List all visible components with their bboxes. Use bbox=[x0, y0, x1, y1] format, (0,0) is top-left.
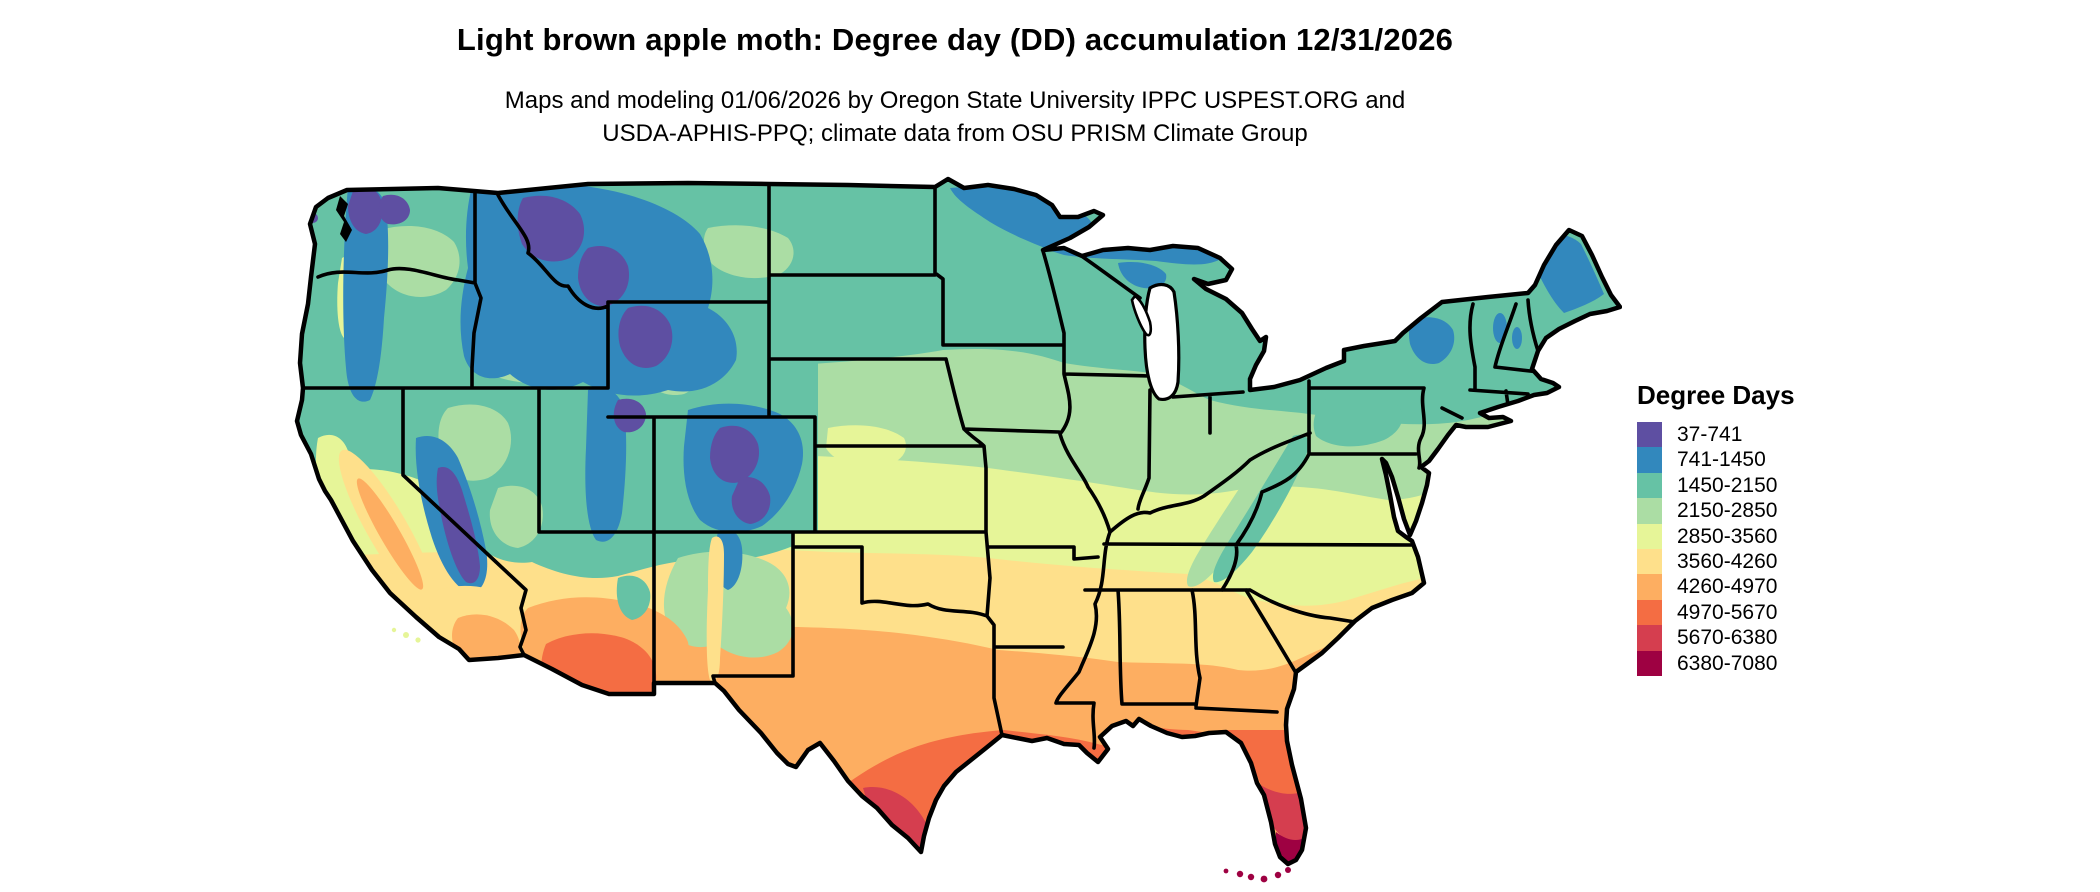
legend-item: 5670-6380 bbox=[1637, 625, 1795, 651]
legend-title: Degree Days bbox=[1637, 380, 1795, 410]
montana-purple-2 bbox=[578, 246, 630, 307]
arizona-hot-core bbox=[541, 633, 657, 732]
montana-east-green bbox=[703, 225, 794, 279]
florida-keys bbox=[1223, 867, 1291, 883]
colorado-purple-2 bbox=[731, 476, 771, 524]
legend-item: 2150-2850 bbox=[1637, 498, 1795, 524]
legend: Degree Days 37-741 741-1450 1450-2150 2150-… bbox=[1637, 380, 1795, 676]
north-wisconsin-blue bbox=[1118, 262, 1167, 289]
map-raster-fill bbox=[297, 179, 1620, 864]
florida-5670-6380 bbox=[1256, 782, 1306, 841]
green-bay bbox=[1130, 294, 1153, 337]
legend-item: 3560-4260 bbox=[1637, 548, 1795, 575]
white-mountains-blue bbox=[1512, 327, 1522, 349]
legend-swatch bbox=[1637, 548, 1662, 575]
california-coast-green bbox=[315, 434, 410, 656]
legend-item: 1450-2150 bbox=[1637, 472, 1795, 499]
us-outline bbox=[294, 176, 1622, 867]
mogollon-teal bbox=[616, 575, 651, 620]
legend-swatch bbox=[1637, 447, 1662, 473]
legend-item: 4260-4970 bbox=[1637, 574, 1795, 600]
subtitle-line-1: Maps and modeling 01/06/2026 by Oregon S… bbox=[504, 87, 1406, 114]
legend-item-label: 4970-5670 bbox=[1677, 600, 1778, 624]
legend-item-label: 2150-2850 bbox=[1677, 499, 1778, 523]
legend-swatch bbox=[1637, 523, 1662, 549]
adirondacks-blue bbox=[1408, 317, 1455, 365]
appalachian-green-sliver bbox=[1186, 436, 1288, 587]
legend-item-label: 5670-6380 bbox=[1677, 626, 1778, 650]
page-title: Light brown apple moth: Degree day (DD) … bbox=[456, 22, 1454, 57]
nevada-basin-2 bbox=[489, 485, 543, 548]
yellowstone-purple bbox=[618, 305, 673, 368]
legend-swatch bbox=[1637, 574, 1662, 600]
lake-michigan bbox=[1143, 282, 1181, 402]
arizona-hotspot-1 bbox=[555, 685, 573, 703]
legend-item: 4970-5670 bbox=[1637, 599, 1795, 626]
legend-item-label: 1450-2150 bbox=[1677, 473, 1778, 497]
legend-item: 37-741 bbox=[1637, 422, 1795, 448]
rio-grande-valley-strip bbox=[706, 536, 724, 682]
us-degree-day-map bbox=[294, 176, 1622, 883]
legend-item-label: 2850-3560 bbox=[1677, 524, 1778, 548]
legend-item: 6380-7080 bbox=[1637, 650, 1795, 676]
okanogan-purple bbox=[378, 194, 410, 225]
north-cascades-purple bbox=[348, 186, 383, 234]
florida-4970-5670 bbox=[1218, 730, 1302, 799]
legend-swatch bbox=[1637, 599, 1662, 626]
page-subtitle: Maps and modeling 01/06/2026 by Oregon S… bbox=[288, 84, 1622, 150]
columbia-basin-green bbox=[376, 226, 460, 297]
new-mexico-green bbox=[663, 551, 793, 658]
wasatch-blue bbox=[585, 387, 627, 542]
colorado-purple-1 bbox=[710, 425, 760, 483]
state-borders bbox=[301, 184, 1541, 750]
legend-item: 2850-3560 bbox=[1637, 523, 1795, 549]
montana-purple-1 bbox=[517, 195, 585, 262]
central-valley-orange bbox=[356, 478, 424, 590]
legend-item-label: 6380-7080 bbox=[1677, 651, 1778, 675]
subtitle-line-2: USDA-APHIS-PPQ; climate data from OSU PR… bbox=[602, 120, 1308, 147]
cascades-blue bbox=[343, 184, 389, 402]
legend-item: 741-1450 bbox=[1637, 447, 1795, 473]
legend-items: 37-741 741-1450 1450-2150 2150-2850 2850-356… bbox=[1637, 422, 1795, 676]
puget-sound bbox=[336, 196, 352, 242]
pennsylvania-ridge-teal bbox=[1313, 395, 1403, 447]
legend-item-label: 3560-4260 bbox=[1677, 549, 1778, 573]
channel-islands bbox=[391, 627, 421, 643]
legend-item-label: 741-1450 bbox=[1677, 448, 1766, 472]
arizona-hotspot-2 bbox=[599, 715, 613, 729]
legend-swatch bbox=[1637, 422, 1662, 448]
south-texas-5670-6380 bbox=[863, 787, 933, 854]
legend-item-label: 37-741 bbox=[1677, 423, 1743, 446]
legend-swatch bbox=[1637, 472, 1662, 499]
legend-item-label: 4260-4970 bbox=[1677, 575, 1778, 599]
legend-swatch bbox=[1637, 625, 1662, 651]
legend-swatch bbox=[1637, 498, 1662, 524]
legend-swatch bbox=[1637, 650, 1662, 676]
